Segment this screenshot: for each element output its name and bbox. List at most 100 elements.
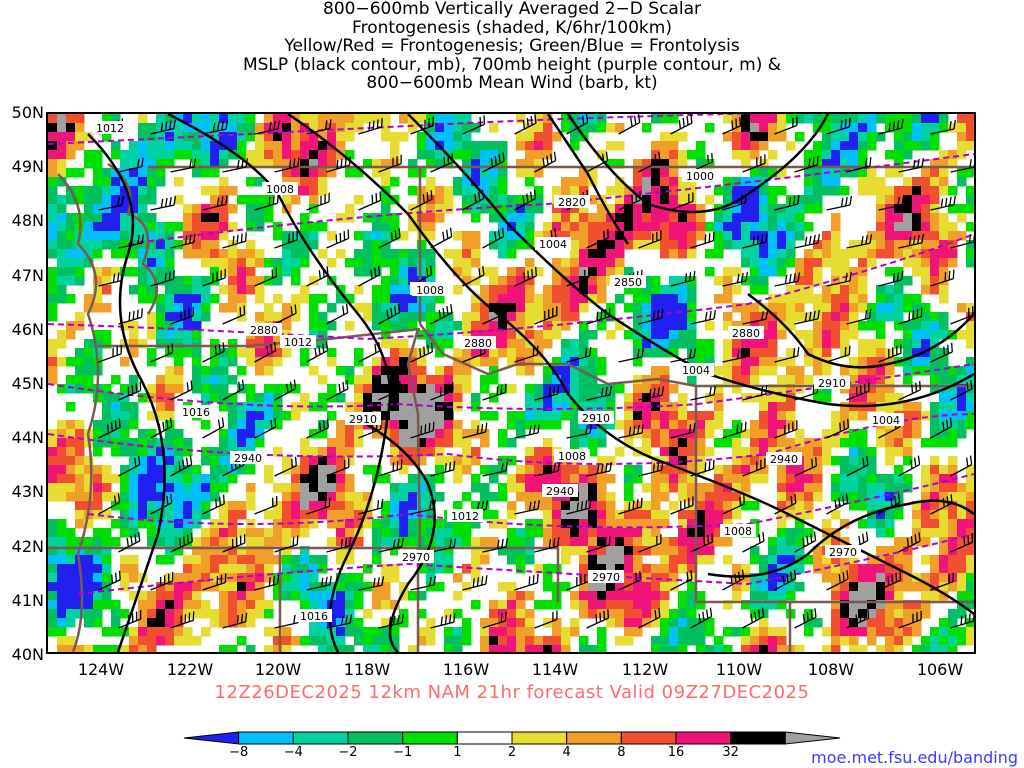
- shade-cell: [795, 276, 805, 286]
- shade-cell: [111, 627, 121, 637]
- shade-cell: [345, 591, 355, 601]
- shade-cell: [534, 267, 544, 277]
- shade-cell: [732, 222, 742, 232]
- shade-cell: [570, 312, 580, 322]
- wind-barb: [202, 573, 227, 591]
- shade-cell: [93, 537, 103, 547]
- height-contour: [48, 363, 974, 410]
- shade-cell: [777, 249, 787, 259]
- shade-cell: [552, 186, 562, 196]
- shade-cell: [579, 339, 589, 349]
- credit-link[interactable]: moe.met.fsu.edu/banding: [811, 748, 1018, 767]
- shade-cell: [147, 231, 157, 241]
- shade-cell: [237, 465, 247, 475]
- shade-cell: [201, 528, 211, 538]
- shade-cell: [444, 438, 454, 448]
- shade-cell: [759, 564, 769, 574]
- shade-cell: [795, 366, 805, 376]
- wind-barb: [170, 455, 193, 477]
- shade-cell: [597, 501, 607, 511]
- shade-cell: [651, 195, 661, 205]
- shade-cell: [633, 546, 643, 556]
- shade-cell: [867, 312, 877, 322]
- shade-cell: [102, 240, 112, 250]
- shade-cell: [192, 285, 202, 295]
- shade-cell: [345, 573, 355, 583]
- shade-cell: [453, 132, 463, 142]
- shade-cell: [417, 384, 427, 394]
- shade-cell: [372, 222, 382, 232]
- shade-cell: [642, 330, 652, 340]
- shade-cell: [498, 339, 508, 349]
- wind-barb: [98, 344, 122, 363]
- shade-cell: [237, 258, 247, 268]
- shade-cell: [147, 600, 157, 610]
- shade-cell: [327, 168, 337, 178]
- shade-cell: [300, 258, 310, 268]
- shade-cell: [741, 492, 751, 502]
- shade-cell: [102, 492, 112, 502]
- shade-cell: [174, 303, 184, 313]
- shade-cell: [912, 258, 922, 268]
- wind-barb: [482, 304, 505, 325]
- shade-cell: [642, 303, 652, 313]
- shade-cell: [480, 285, 490, 295]
- shade-cell: [66, 231, 76, 241]
- shade-cell: [534, 528, 544, 538]
- shade-cell: [678, 285, 688, 295]
- shade-cell: [417, 195, 427, 205]
- shade-cell: [444, 429, 454, 439]
- shade-cell: [336, 645, 346, 652]
- shade-cell: [111, 393, 121, 403]
- shade-cell: [795, 330, 805, 340]
- wind-barb: [826, 195, 852, 211]
- shade-cell: [381, 591, 391, 601]
- shade-cell: [957, 213, 967, 223]
- shade-cell: [633, 303, 643, 313]
- shade-cell: [372, 402, 382, 412]
- shade-cell: [912, 366, 922, 376]
- shade-cell: [786, 366, 796, 376]
- shade-cell: [390, 276, 400, 286]
- shade-cell: [849, 357, 859, 367]
- mslp-contour-label: 1012: [96, 122, 124, 135]
- shade-cell: [858, 573, 868, 583]
- height-contour-label: 2970: [829, 546, 857, 559]
- shade-cell: [507, 204, 517, 214]
- shade-cell: [192, 465, 202, 475]
- shade-cell: [732, 492, 742, 502]
- wind-barb: [930, 120, 957, 135]
- shade-cell: [822, 150, 832, 160]
- shade-cell: [732, 357, 742, 367]
- shade-cell: [363, 627, 373, 637]
- shade-cell: [435, 411, 445, 421]
- shade-cell: [507, 339, 517, 349]
- shade-cell: [210, 231, 220, 241]
- shade-cell: [948, 258, 958, 268]
- shade-cell: [714, 465, 724, 475]
- shade-cell: [732, 321, 742, 331]
- shade-cell: [426, 384, 436, 394]
- wind-barb: [534, 384, 560, 401]
- shade-cell: [345, 321, 355, 331]
- shade-cell: [858, 258, 868, 268]
- shade-cell: [102, 573, 112, 583]
- shade-cell: [966, 411, 974, 421]
- shade-cell: [660, 636, 670, 646]
- wind-barb: [430, 382, 454, 401]
- shade-cell: [237, 132, 247, 142]
- shade-cell: [759, 555, 769, 565]
- shade-cell: [57, 123, 67, 133]
- shade-cell: [570, 123, 580, 133]
- shade-cell: [201, 546, 211, 556]
- shade-cell: [696, 213, 706, 223]
- shade-cell: [894, 402, 904, 412]
- shade-cell: [282, 591, 292, 601]
- shade-cell: [705, 546, 715, 556]
- shade-cell: [84, 159, 94, 169]
- shade-cell: [651, 510, 661, 520]
- wind-barb: [98, 271, 124, 287]
- shade-cell: [633, 177, 643, 187]
- shade-cell: [462, 132, 472, 142]
- shade-cell: [471, 312, 481, 322]
